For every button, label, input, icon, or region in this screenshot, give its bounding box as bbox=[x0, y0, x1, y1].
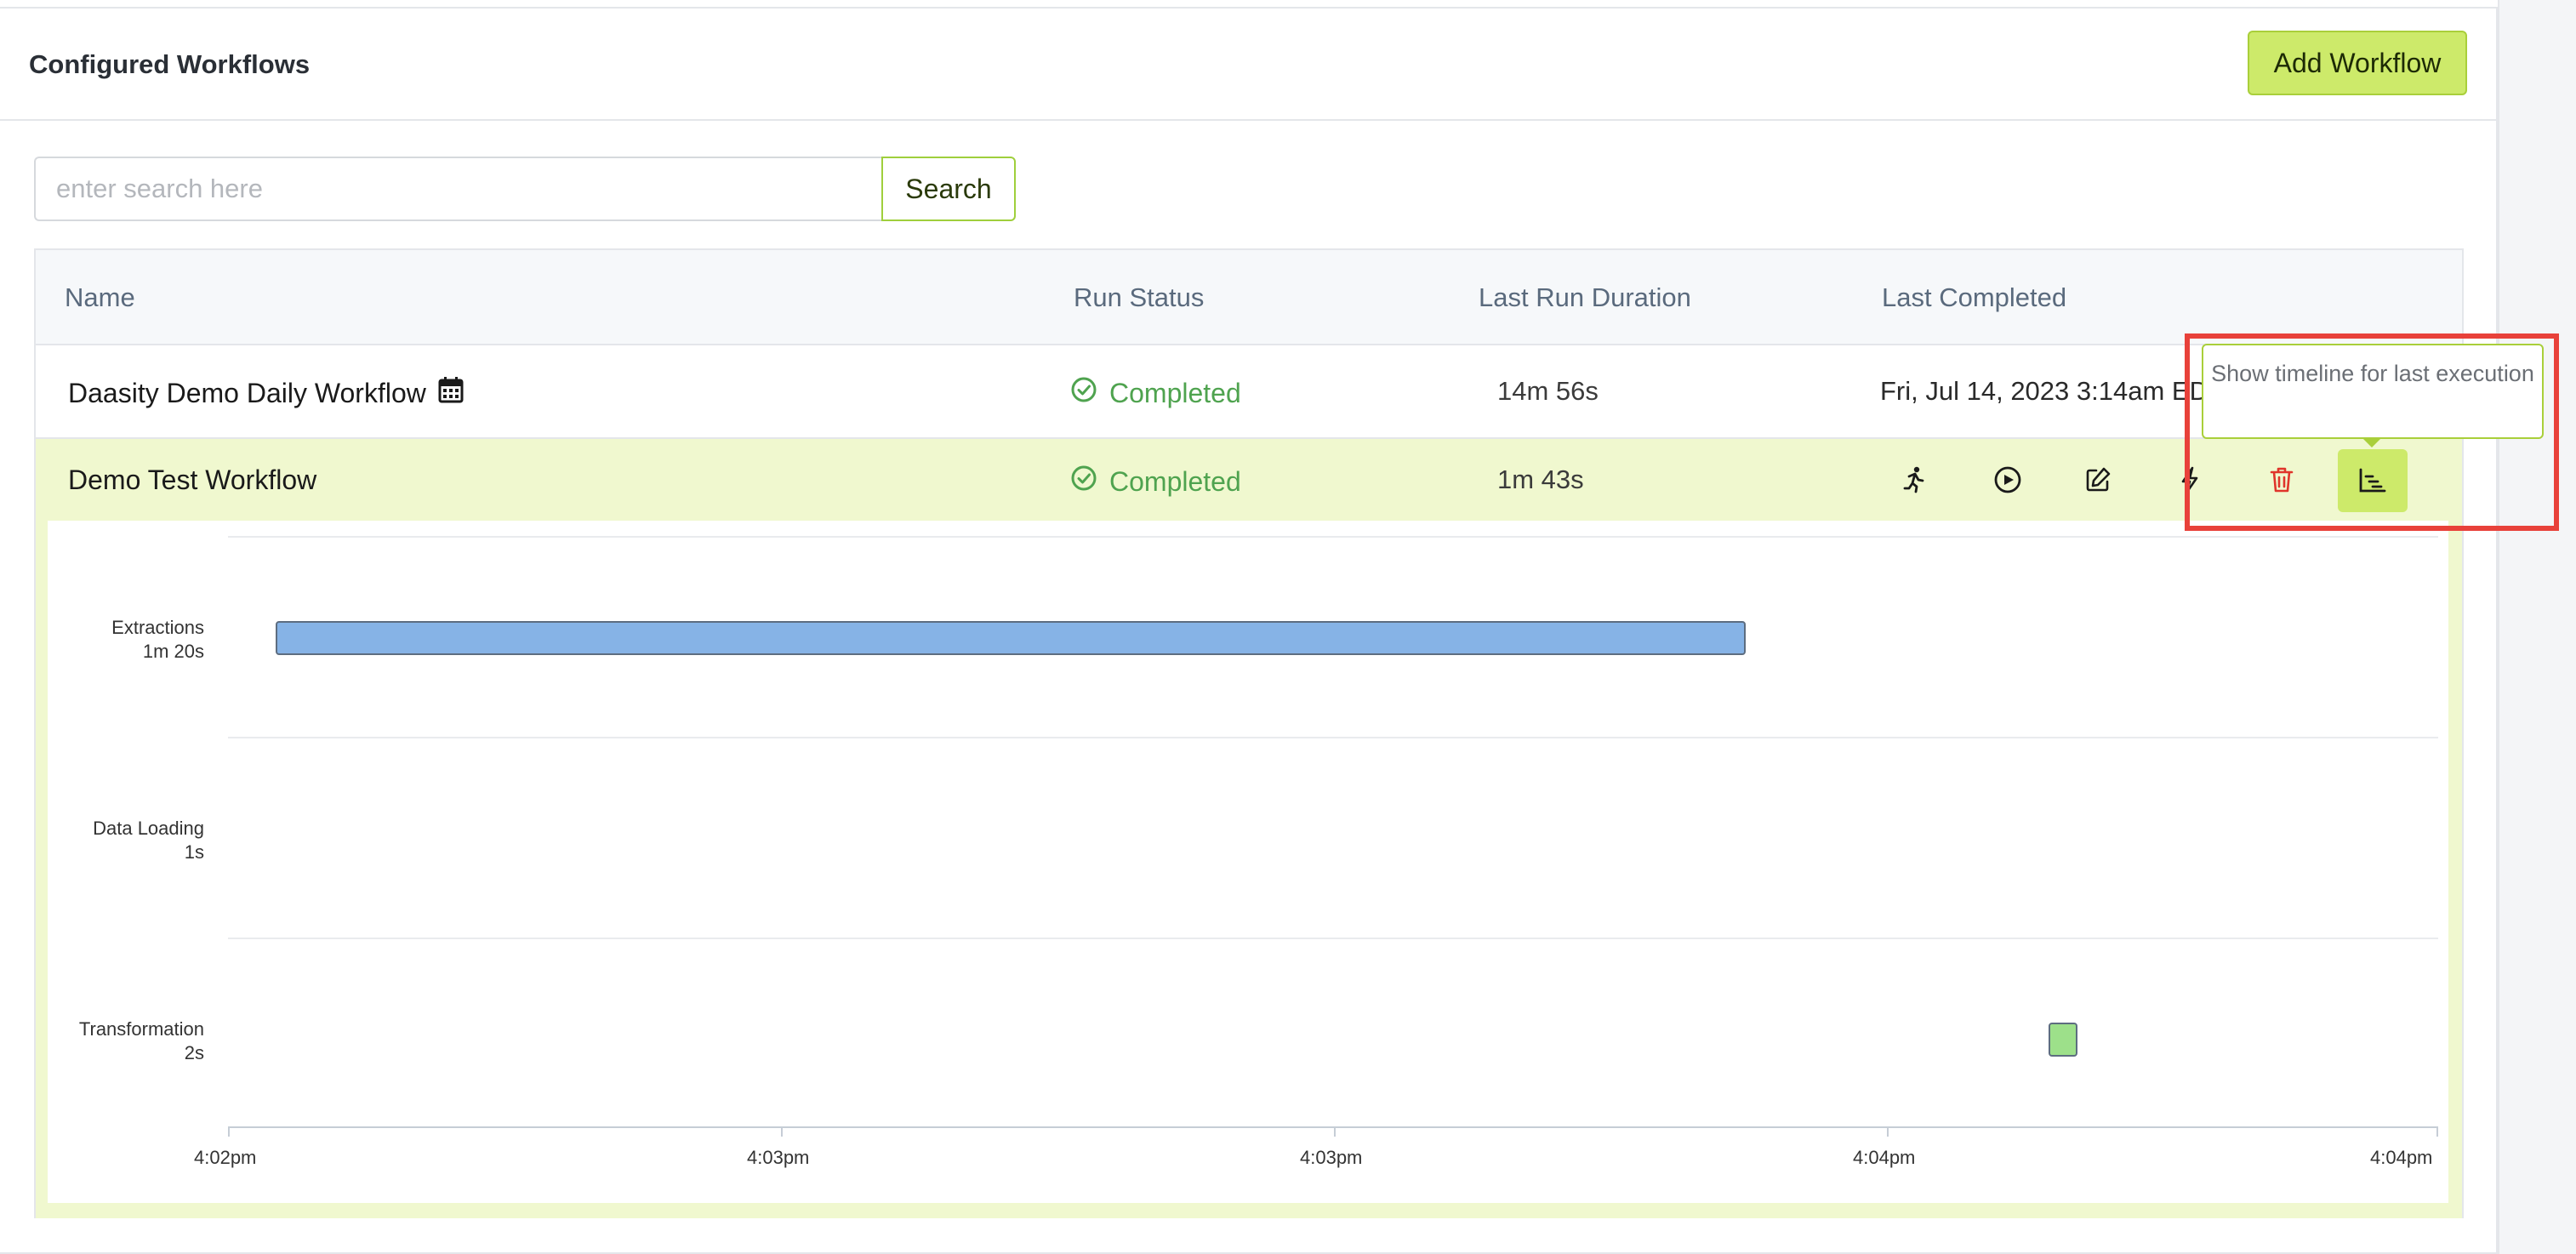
x-tick bbox=[781, 1126, 783, 1137]
timeline-bar-transformation[interactable] bbox=[2049, 1023, 2077, 1057]
table-row[interactable]: Daasity Demo Daily Workflow Completed 14… bbox=[36, 345, 2462, 439]
grid-line bbox=[228, 536, 2438, 538]
check-circle-icon bbox=[1070, 376, 1097, 410]
workflow-name-text: Daasity Demo Daily Workflow bbox=[68, 377, 426, 408]
page-gutter bbox=[2498, 0, 2576, 1254]
grid-line bbox=[228, 938, 2438, 939]
x-tick-label: 4:03pm bbox=[747, 1147, 810, 1168]
x-tick bbox=[228, 1126, 230, 1137]
column-header-last-run-duration[interactable]: Last Run Duration bbox=[1479, 282, 1691, 312]
annotation-highlight-box bbox=[2185, 333, 2559, 531]
x-tick-label: 4:02pm bbox=[194, 1147, 257, 1168]
check-circle-icon bbox=[1070, 465, 1097, 499]
timeline-chart-icon[interactable] bbox=[2338, 449, 2408, 512]
last-run-duration: 1m 43s bbox=[1497, 465, 1584, 494]
search-input[interactable] bbox=[34, 157, 881, 221]
workflow-name[interactable]: Daasity Demo Daily Workflow bbox=[68, 376, 464, 410]
last-completed: Fri, Jul 14, 2023 3:14am EDT bbox=[1880, 376, 2225, 406]
grid-line bbox=[228, 737, 2438, 738]
row-label: Extractions bbox=[111, 617, 204, 638]
trash-icon[interactable] bbox=[2254, 453, 2309, 507]
tooltip-arrow bbox=[2362, 437, 2382, 447]
workflows-table: Name Run Status Last Run Duration Last C… bbox=[34, 248, 2464, 1218]
workflows-card: Configured Workflows Add Workflow Search… bbox=[0, 7, 2498, 1254]
workflow-name[interactable]: Demo Test Workflow bbox=[68, 465, 317, 495]
timeline-row-label-transformation: Transformation 2s bbox=[48, 1017, 204, 1065]
x-tick bbox=[1334, 1126, 1336, 1137]
row-label: Transformation bbox=[78, 1018, 204, 1040]
run-status-text: Completed bbox=[1109, 377, 1241, 408]
timeline-panel: Extractions 1m 20s Data Loading 1s Trans… bbox=[36, 521, 2462, 1218]
column-header-run-status[interactable]: Run Status bbox=[1074, 282, 1205, 312]
execution-timeline: Extractions 1m 20s Data Loading 1s Trans… bbox=[48, 521, 2448, 1203]
run-status: Completed bbox=[1070, 376, 1241, 410]
timeline-bar-extractions[interactable] bbox=[276, 621, 1746, 655]
x-axis bbox=[228, 1126, 2438, 1128]
x-tick-label: 4:03pm bbox=[1300, 1147, 1363, 1168]
page-title: Configured Workflows bbox=[29, 49, 311, 79]
row-sublabel: 1s bbox=[184, 841, 204, 863]
table-header: Name Run Status Last Run Duration Last C… bbox=[36, 250, 2462, 345]
x-tick-label: 4:04pm bbox=[1853, 1147, 1916, 1168]
x-tick bbox=[2436, 1126, 2438, 1137]
edit-icon[interactable] bbox=[2071, 453, 2125, 507]
column-header-name[interactable]: Name bbox=[65, 282, 135, 312]
row-label: Data Loading bbox=[93, 818, 204, 839]
timeline-row-label-extractions: Extractions 1m 20s bbox=[48, 616, 204, 664]
play-circle-icon[interactable] bbox=[1980, 453, 2035, 507]
run-icon[interactable] bbox=[1887, 453, 1941, 507]
search-button[interactable]: Search bbox=[881, 157, 1016, 221]
x-tick bbox=[1887, 1126, 1889, 1137]
run-status-text: Completed bbox=[1109, 465, 1241, 497]
timeline-tooltip: Show timeline for last execution bbox=[2202, 344, 2544, 439]
card-header: Configured Workflows Add Workflow bbox=[0, 9, 2496, 121]
add-workflow-button[interactable]: Add Workflow bbox=[2248, 31, 2467, 95]
row-sublabel: 2s bbox=[184, 1042, 204, 1063]
row-sublabel: 1m 20s bbox=[142, 641, 204, 662]
run-status: Completed bbox=[1070, 465, 1241, 499]
calendar-icon bbox=[438, 376, 464, 410]
timeline-row-label-data-loading: Data Loading 1s bbox=[48, 817, 204, 864]
column-header-last-completed[interactable]: Last Completed bbox=[1882, 282, 2067, 312]
last-run-duration: 14m 56s bbox=[1497, 376, 1599, 406]
x-tick-label: 4:04pm bbox=[2370, 1147, 2433, 1168]
table-row-selected[interactable]: Demo Test Workflow Completed 1m 43s bbox=[36, 439, 2462, 521]
